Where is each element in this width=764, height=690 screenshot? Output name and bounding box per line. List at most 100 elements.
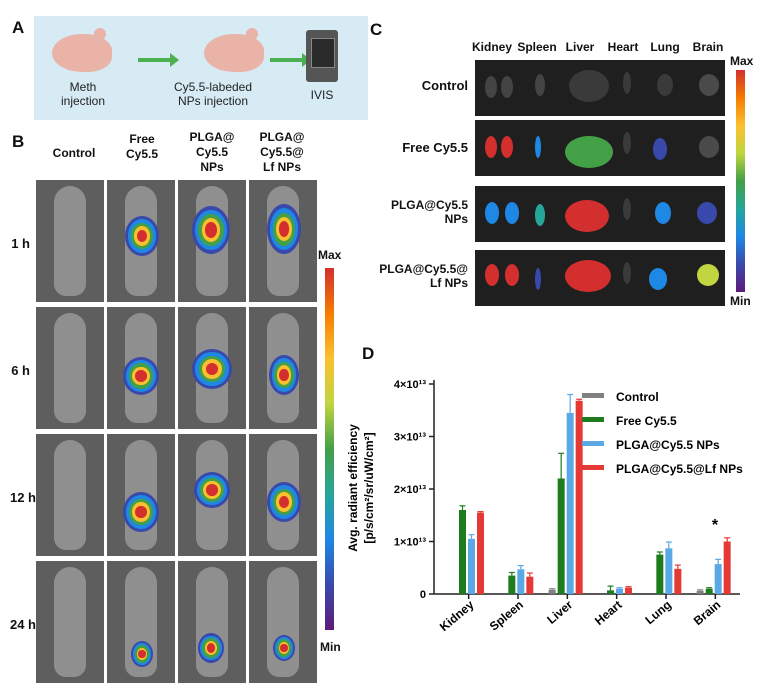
row-label-6h: 6 h: [11, 363, 30, 378]
legend-label: Free Cy5.5: [616, 414, 677, 428]
schematic-step-3: IVIS: [310, 88, 334, 102]
schematic-step-1: Meth injection: [60, 80, 106, 108]
y-tick-label: 3×10¹³: [394, 432, 426, 444]
mouse-fluorescence-image: [107, 307, 175, 429]
mouse-fluorescence-image: [249, 434, 317, 556]
column-header-plga: PLGA@ Cy5.5 NPs: [189, 130, 235, 174]
bar-plga-cy5-5-lf-nps: [625, 587, 632, 594]
mouse-fluorescence-image: [178, 561, 246, 683]
legend-swatch: [582, 417, 604, 422]
bar-plga-cy5-5-lf-nps: [674, 568, 682, 594]
arrow-icon: [138, 53, 179, 67]
panel-label-d: D: [362, 344, 375, 363]
x-tick-label: Brain: [691, 598, 724, 628]
organ-header-kidney: Kidney: [471, 40, 512, 54]
mouse-fluorescence-image: [107, 434, 175, 556]
y-tick-label: 0: [420, 589, 426, 601]
scale-max-label: Max: [318, 248, 342, 262]
bar-free-cy5-5: [705, 588, 713, 594]
panel-label-a: A: [12, 18, 25, 37]
organ-scale-min-label: Min: [730, 294, 751, 308]
organ-header-liver: Liver: [565, 40, 595, 54]
x-tick-label: Liver: [544, 597, 575, 626]
bar-plga-cy5-5-nps: [566, 412, 574, 594]
bar-plga-cy5-5-nps: [665, 548, 673, 594]
bar-free-cy5-5: [607, 590, 614, 594]
organ-fluorescence-image: [475, 60, 725, 116]
bar-plga-cy5-5-nps: [616, 588, 623, 594]
mouse-illustration-2: [204, 28, 264, 72]
organ-header-heart: Heart: [607, 40, 639, 54]
bar-control: [696, 590, 704, 594]
ivis-machine-icon: [306, 30, 338, 82]
column-header-free: Free Cy5.5: [125, 132, 159, 161]
legend-label: Control: [616, 390, 659, 404]
mouse-fluorescence-image: [36, 434, 104, 556]
mouse-fluorescence-image: [178, 180, 246, 302]
bar-plga-cy5-5-lf-nps: [526, 576, 534, 594]
legend-label: PLGA@Cy5.5@Lf NPs: [616, 462, 743, 476]
organ-color-scale-bar: [736, 70, 745, 292]
bar-plga-cy5-5-nps: [468, 538, 475, 594]
row-label-12h: 12 h: [9, 490, 36, 505]
y-axis-label-line1: Avg. radiant efficiency: [346, 424, 360, 552]
mouse-fluorescence-image: [249, 180, 317, 302]
mouse-fluorescence-image: [107, 180, 175, 302]
bar-control: [548, 589, 556, 594]
bar-plga-cy5-5-nps: [714, 564, 722, 594]
y-tick-label: 4×10¹³: [394, 379, 426, 391]
organ-header-lung: Lung: [650, 40, 680, 54]
mouse-fluorescence-image: [249, 561, 317, 683]
organ-fluorescence-image: [475, 120, 725, 176]
bar-free-cy5-5: [557, 478, 565, 594]
row-label-1h: 1 h: [11, 236, 30, 251]
organ-row-free: Free Cy5.5: [402, 140, 468, 155]
legend-swatch: [582, 441, 604, 446]
column-header-control: Control: [52, 146, 96, 160]
schematic-step-2: Cy5.5-labeded NPs injection: [173, 80, 253, 108]
mouse-fluorescence-image: [36, 180, 104, 302]
x-tick-label: Heart: [592, 598, 625, 628]
column-header-plga-lf: PLGA@ Cy5.5@ Lf NPs: [259, 130, 305, 174]
bar-plga-cy5-5-lf-nps: [477, 512, 484, 594]
color-scale-bar: [325, 268, 334, 630]
mouse-fluorescence-image: [249, 307, 317, 429]
bar-plga-cy5-5-nps: [517, 569, 525, 594]
panel-label-c: C: [370, 20, 383, 39]
y-axis-label-line2: [p/s/cm²/sr/uW/cm²]: [362, 432, 376, 543]
organ-header-brain: Brain: [692, 40, 724, 54]
y-tick-label: 2×10¹³: [394, 484, 426, 496]
mouse-fluorescence-image: [178, 434, 246, 556]
panel-label-b: B: [12, 132, 25, 151]
bar-plga-cy5-5-lf-nps: [723, 541, 731, 594]
organ-fluorescence-image: [475, 186, 725, 242]
legend-swatch: [582, 393, 604, 398]
bar-free-cy5-5: [656, 554, 664, 594]
bar-plga-cy5-5-lf-nps: [575, 400, 583, 594]
x-tick-label: Spleen: [487, 598, 526, 634]
legend-swatch: [582, 465, 604, 470]
row-label-24h: 24 h: [9, 617, 36, 632]
mouse-fluorescence-image: [178, 307, 246, 429]
organ-row-control: Control: [421, 78, 468, 93]
organ-row-plga: PLGA@Cy5.5 NPs: [390, 198, 468, 226]
organ-row-plga-lf: PLGA@Cy5.5@ Lf NPs: [379, 262, 468, 290]
bar-free-cy5-5: [459, 510, 466, 594]
mouse-fluorescence-image: [36, 561, 104, 683]
x-tick-label: Lung: [642, 598, 673, 628]
schematic-panel: Meth injection Cy5.5-labeded NPs injecti…: [34, 16, 368, 120]
bar-free-cy5-5: [508, 575, 516, 594]
x-tick-label: Kidney: [437, 597, 477, 634]
legend-label: PLGA@Cy5.5 NPs: [616, 438, 720, 452]
y-tick-label: 1×10¹³: [394, 537, 426, 549]
mouse-fluorescence-image: [36, 307, 104, 429]
organ-fluorescence-image: [475, 250, 725, 306]
mouse-illustration-1: [52, 28, 112, 72]
organ-header-spleen: Spleen: [517, 40, 557, 54]
mouse-fluorescence-image: [107, 561, 175, 683]
scale-min-label: Min: [320, 640, 341, 654]
organ-scale-max-label: Max: [730, 54, 754, 68]
significance-asterisk: *: [712, 517, 719, 534]
